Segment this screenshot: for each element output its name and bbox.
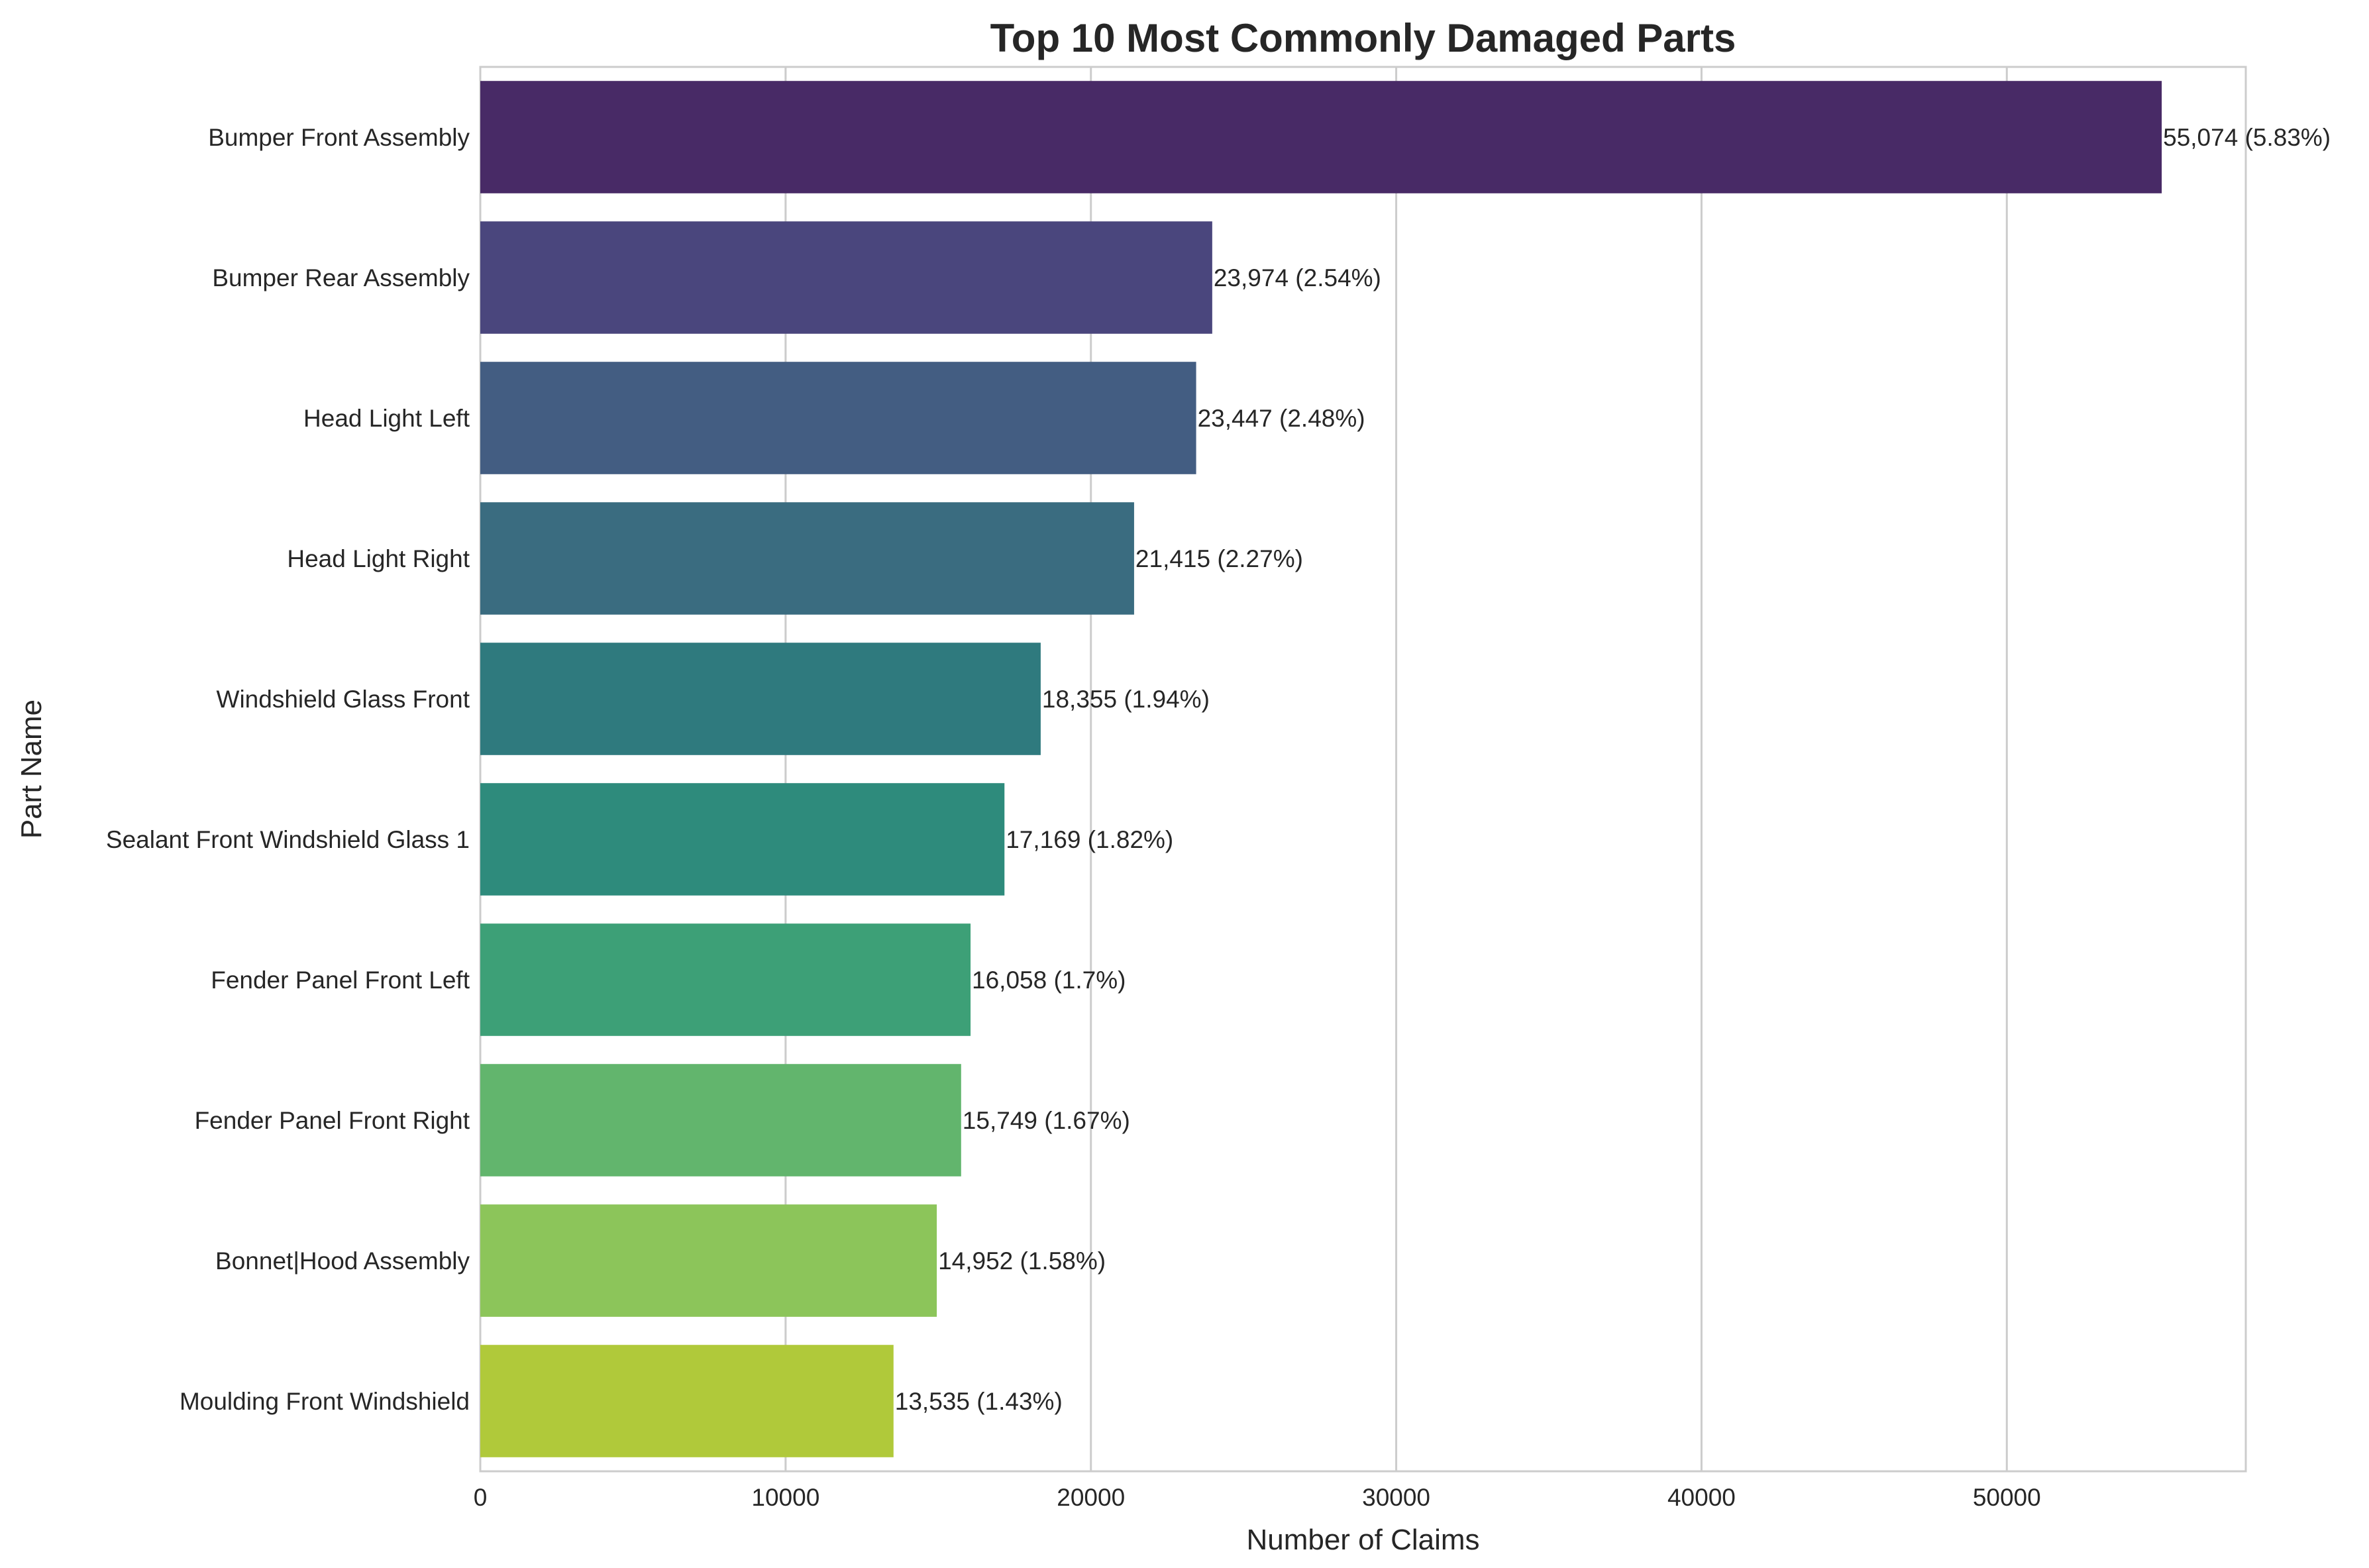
- y-tick-label: Bumper Rear Assembly: [212, 264, 470, 291]
- bar: [480, 81, 2162, 193]
- bar-value-label: 13,535 (1.43%): [895, 1388, 1063, 1415]
- bar-value-label: 23,974 (2.54%): [1214, 264, 1381, 291]
- y-tick-label: Moulding Front Windshield: [180, 1388, 470, 1415]
- plot-frame: [479, 66, 2247, 1473]
- bar-value-label: 17,169 (1.82%): [1006, 826, 1173, 853]
- y-tick-label: Sealant Front Windshield Glass 1: [106, 826, 470, 853]
- bars: [480, 81, 2162, 1457]
- bar: [480, 923, 971, 1036]
- bar: [480, 221, 1212, 334]
- bar: [480, 1064, 961, 1176]
- x-tick-label: 40000: [1667, 1484, 1736, 1511]
- bar-value-label: 23,447 (2.48%): [1198, 405, 1365, 432]
- x-tick-label: 10000: [751, 1484, 819, 1511]
- y-tick-label: Fender Panel Front Right: [195, 1107, 470, 1134]
- x-axis-label: Number of Claims: [1246, 1524, 1479, 1556]
- bar: [480, 783, 1005, 896]
- bar-value-label: 21,415 (2.27%): [1135, 545, 1303, 572]
- y-tick-label: Head Light Left: [303, 405, 470, 432]
- y-tick-label: Windshield Glass Front: [217, 686, 470, 713]
- bar: [480, 502, 1134, 615]
- bar-value-label: 16,058 (1.7%): [972, 967, 1126, 994]
- x-tick-label: 20000: [1057, 1484, 1125, 1511]
- y-tick-label: Fender Panel Front Left: [211, 967, 470, 994]
- bar-value-label: 14,952 (1.58%): [938, 1247, 1106, 1275]
- x-tick-label: 30000: [1362, 1484, 1430, 1511]
- x-tick-labels: 0 10000 20000 30000 40000 50000: [474, 1484, 2041, 1511]
- chart-title: Top 10 Most Commonly Damaged Parts: [990, 16, 1736, 60]
- bar: [480, 643, 1041, 755]
- data-labels: 55,074 (5.83%) 23,974 (2.54%) 23,447 (2.48…: [895, 124, 2331, 1415]
- y-tick-label: Head Light Right: [287, 545, 470, 572]
- bar: [480, 362, 1196, 474]
- x-tick-label: 50000: [1973, 1484, 2041, 1511]
- y-axis-label: Part Name: [15, 700, 48, 839]
- y-tick-label: Bumper Front Assembly: [208, 124, 470, 151]
- bar-value-label: 15,749 (1.67%): [963, 1107, 1130, 1134]
- bar: [480, 1204, 937, 1317]
- y-tick-labels: Bumper Front Assembly Bumper Rear Assembl…: [106, 124, 470, 1415]
- bar: [480, 1345, 894, 1457]
- bar-value-label: 55,074 (5.83%): [2163, 124, 2331, 151]
- x-tick-label: 0: [474, 1484, 488, 1511]
- bar-value-label: 18,355 (1.94%): [1042, 686, 1210, 713]
- y-tick-label: Bonnet|Hood Assembly: [215, 1247, 470, 1275]
